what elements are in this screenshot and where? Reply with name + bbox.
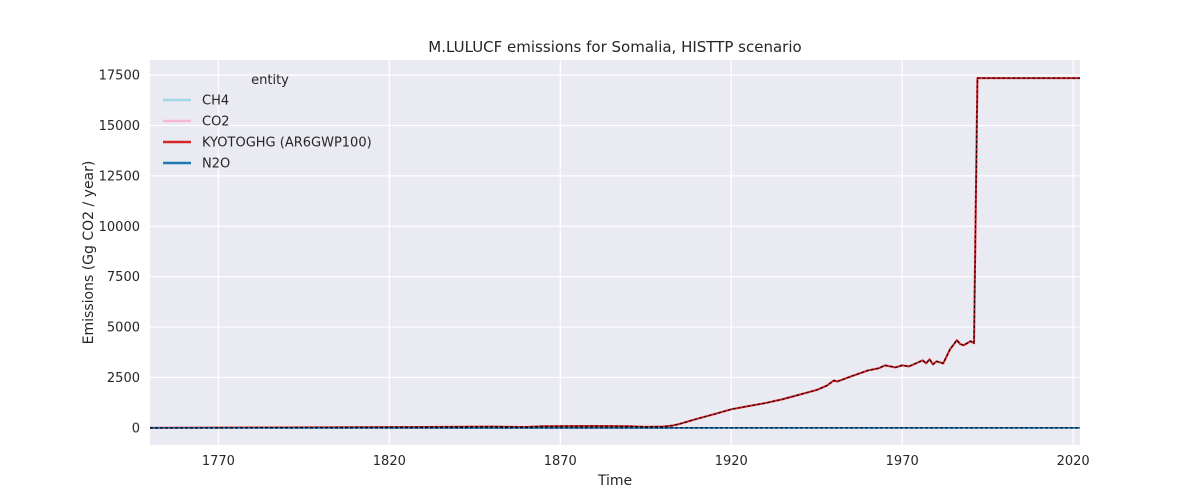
legend-label-n2o: N2O: [202, 157, 230, 172]
y-tick-label: 2500: [107, 371, 140, 386]
chart-title: M.LULUCF emissions for Somalia, HISTTP s…: [428, 38, 801, 56]
plot-background: [150, 60, 1080, 445]
y-tick-label: 17500: [99, 69, 140, 84]
y-tick-label: 15000: [99, 119, 140, 134]
series-lines: [149, 77, 1080, 429]
legend-label-co2: CO2: [202, 115, 230, 130]
legend-label-kyotoghg-ar6gwp100: KYOTOGHG (AR6GWP100): [202, 136, 372, 151]
x-tick-label: 2020: [1057, 454, 1090, 469]
y-tick-label: 0: [132, 421, 140, 436]
x-tick-label: 1820: [373, 454, 406, 469]
y-tick-label: 5000: [107, 321, 140, 336]
x-axis-title: Time: [597, 473, 632, 489]
series-line-dashed-4: [149, 77, 1080, 429]
gridlines: [150, 60, 1080, 445]
legend: entity CH4 CO2 KYOTOGHG (AR6GWP100) N2O: [163, 73, 372, 172]
x-tick-label: 1770: [202, 454, 235, 469]
y-tick-label: 7500: [107, 270, 140, 285]
y-axis-title: Emissions (Gg CO2 / year): [81, 161, 97, 345]
y-tick-label: 12500: [99, 169, 140, 184]
legend-label-ch4: CH4: [202, 94, 229, 109]
x-tick-label: 1870: [544, 454, 577, 469]
x-tick-label: 1970: [886, 454, 919, 469]
tick-labels: 1770 1820 1870 1920 1970 2020 0 2500 5000 7500 100…: [99, 69, 1090, 469]
x-tick-label: 1920: [715, 454, 748, 469]
y-tick-label: 10000: [99, 220, 140, 235]
legend-title: entity: [251, 73, 289, 88]
